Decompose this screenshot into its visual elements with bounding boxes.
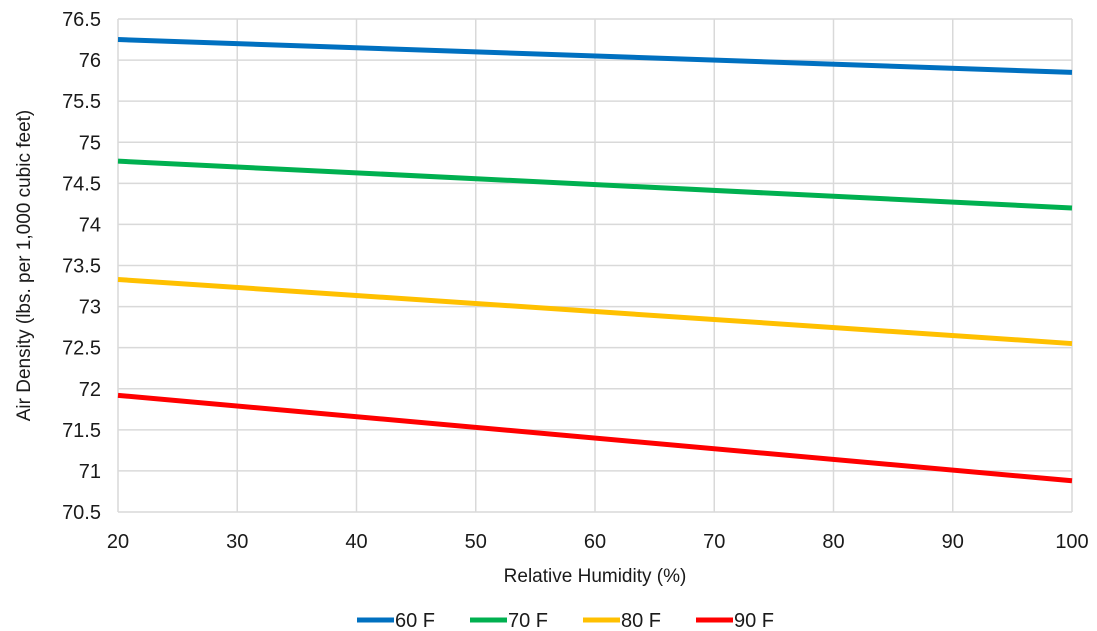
x-tick-label: 20 <box>107 531 129 553</box>
x-tick-label: 70 <box>703 531 725 553</box>
y-tick-label: 71 <box>79 461 101 483</box>
y-tick-label: 72.5 <box>62 338 101 360</box>
x-axis-ticks: 20 30 40 50 60 70 80 90 100 <box>107 531 1089 553</box>
legend-label: 60 F <box>395 610 435 631</box>
y-axis-title: Air Density (lbs. per 1,000 cubic feet) <box>14 110 35 422</box>
series-line-3 <box>117 276 1073 347</box>
series-line-4 <box>117 392 1073 484</box>
x-tick-label: 100 <box>1055 531 1088 553</box>
x-tick-label: 40 <box>345 531 367 553</box>
y-tick-label: 73 <box>79 297 101 319</box>
series-lines <box>117 37 1073 484</box>
y-tick-label: 74.5 <box>62 173 101 195</box>
series-line-1 <box>117 37 1073 75</box>
legend-label: 90 F <box>734 610 774 631</box>
legend-item: 60 F <box>357 610 435 631</box>
x-tick-label: 90 <box>942 531 964 553</box>
x-tick-label: 80 <box>822 531 844 553</box>
y-tick-label: 70.5 <box>62 502 101 524</box>
x-tick-label: 50 <box>465 531 487 553</box>
y-axis-ticks: 70.5 71 71.5 72 72.5 73 73.5 74 74.5 75 75.5 76 76.5 <box>62 9 101 524</box>
legend-label: 80 F <box>621 610 661 631</box>
y-tick-label: 75 <box>79 132 101 154</box>
legend-item: 70 F <box>470 610 548 631</box>
y-tick-label: 74 <box>79 214 101 236</box>
y-tick-label: 76.5 <box>62 9 101 31</box>
x-axis-title: Relative Humidity (%) <box>504 566 687 587</box>
y-tick-label: 76 <box>79 50 101 72</box>
x-tick-label: 60 <box>584 531 606 553</box>
y-tick-label: 71.5 <box>62 420 101 442</box>
y-tick-label: 73.5 <box>62 256 101 278</box>
series-line-2 <box>117 158 1073 211</box>
y-tick-label: 75.5 <box>62 91 101 113</box>
y-tick-label: 72 <box>79 379 101 401</box>
legend-label: 70 F <box>508 610 548 631</box>
legend-item: 80 F <box>583 610 661 631</box>
x-tick-label: 30 <box>226 531 248 553</box>
grid <box>117 18 1073 513</box>
legend-item: 90 F <box>696 610 774 631</box>
legend: 60 F 70 F 80 F 90 F <box>357 610 774 631</box>
